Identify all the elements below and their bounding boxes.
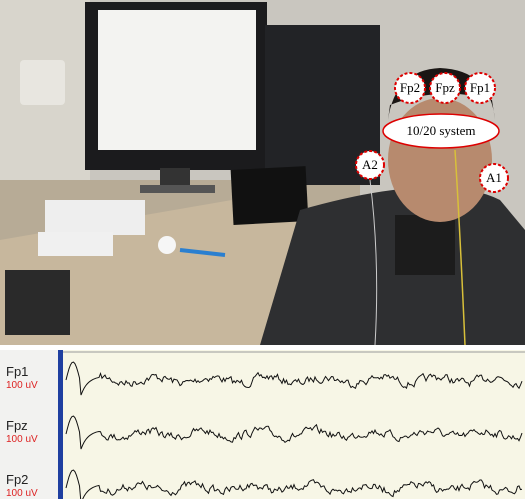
electrode-label: Fp1: [470, 80, 490, 95]
electrode-label: Fp2: [400, 80, 420, 95]
channel-scale: 100 uV: [6, 380, 38, 391]
electrode-label: Fpz: [435, 80, 455, 95]
photo: [0, 0, 525, 345]
ear-label: A2: [362, 157, 378, 172]
channel-scale: 100 uV: [6, 488, 38, 499]
system-label: 10/20 system: [407, 123, 476, 138]
channel-name: Fp2: [6, 472, 28, 487]
channel-name: Fpz: [6, 418, 28, 433]
channel-scale: 100 uV: [6, 434, 38, 445]
ear-label: A1: [486, 170, 502, 185]
figure: Fp2 Fpz Fp1 10/20 system A2 A1 Fp1100 uV…: [0, 0, 525, 499]
channel-name: Fp1: [6, 364, 28, 379]
